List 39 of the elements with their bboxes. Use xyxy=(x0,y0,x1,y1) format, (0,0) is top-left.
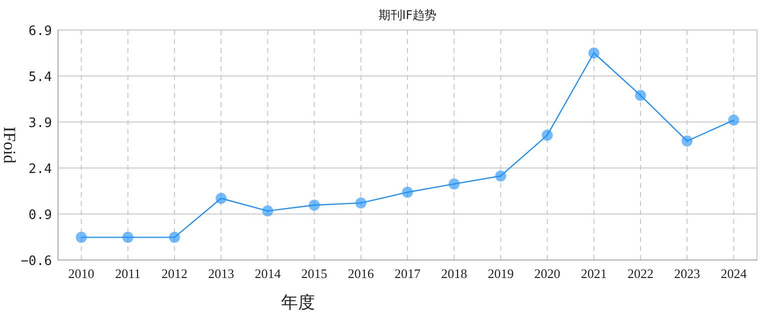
x-axis-title: 年度 xyxy=(281,293,315,312)
point xyxy=(402,186,413,198)
x-tick-label: 2023 xyxy=(674,266,700,281)
x-tick-label: 2022 xyxy=(628,266,654,281)
chart-title: 期刊IF趋势 xyxy=(378,8,437,22)
point xyxy=(262,205,274,216)
y-axis-title: IFoid xyxy=(0,126,19,164)
point xyxy=(542,130,553,141)
x-tick-label: 2019 xyxy=(488,266,514,281)
y-tick-label: −0.6 xyxy=(20,254,52,269)
point xyxy=(122,232,134,243)
x-tick-label: 2020 xyxy=(534,266,560,281)
x-tick-label: 2024 xyxy=(720,266,748,281)
point xyxy=(588,48,600,58)
y-tick-label: 2.4 xyxy=(28,162,52,177)
point xyxy=(216,192,227,204)
point xyxy=(682,136,693,147)
point xyxy=(308,200,320,211)
y-tick-label: 6.9 xyxy=(28,24,52,39)
x-tick-label: 2018 xyxy=(441,266,468,281)
point xyxy=(355,197,366,208)
y-tick-label: 0.9 xyxy=(28,208,52,223)
x-tick-label: 2012 xyxy=(162,266,188,281)
x-tick-label: 2015 xyxy=(301,266,328,281)
x-tick-label: 2011 xyxy=(115,266,141,281)
point xyxy=(728,114,740,126)
point xyxy=(495,170,506,182)
point xyxy=(635,90,646,101)
y-tick-label: 5.4 xyxy=(28,70,52,85)
y-tick-label: 3.9 xyxy=(28,116,52,131)
x-tick-label: 2013 xyxy=(208,266,234,281)
x-tick-label: 2010 xyxy=(68,266,94,281)
x-tick-label: 2014 xyxy=(254,266,282,281)
point xyxy=(169,232,180,243)
x-tick-label: 2016 xyxy=(348,266,374,281)
point xyxy=(448,178,460,190)
point xyxy=(76,232,87,243)
x-tick-label: 2021 xyxy=(580,266,607,281)
x-tick-label: 2017 xyxy=(394,266,421,281)
